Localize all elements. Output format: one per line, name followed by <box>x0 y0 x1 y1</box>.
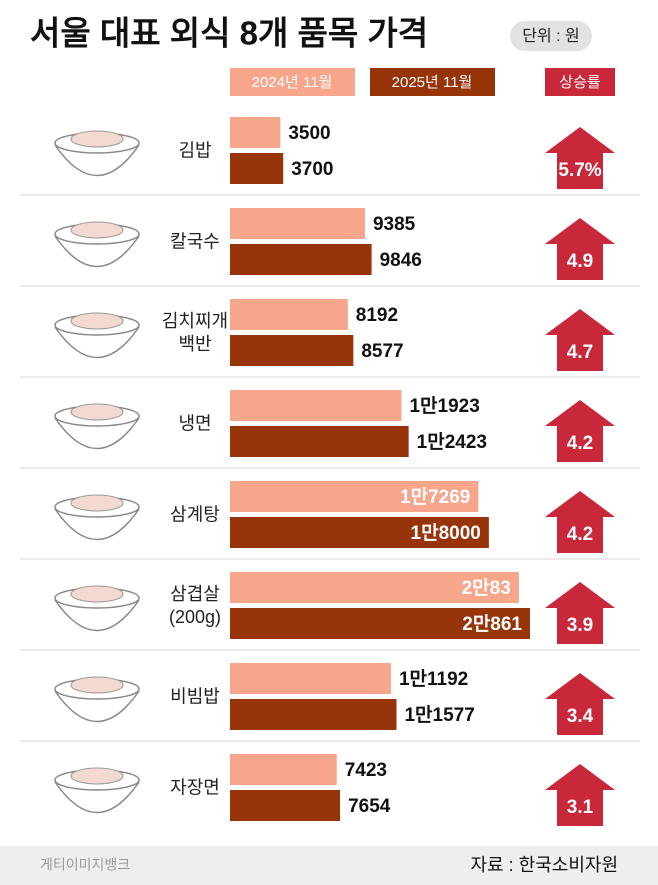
increase-arrow <box>545 764 615 826</box>
food-icon <box>54 599 140 632</box>
food-icon <box>54 417 140 450</box>
value-label: 2만83 <box>462 577 511 599</box>
category-label: 비빔밥 <box>170 686 220 707</box>
bar <box>230 117 281 148</box>
category-label: 삼겹살 (200g) <box>168 584 222 627</box>
category-label: 자장면 <box>170 777 220 798</box>
value-label: 1만1192 <box>399 668 468 690</box>
food-icon <box>70 312 124 330</box>
value-label: 3700 <box>291 159 333 180</box>
increase-arrow <box>545 309 615 371</box>
bar <box>230 754 337 785</box>
food-icon <box>54 508 140 541</box>
food-icon <box>70 494 124 512</box>
food-icon <box>54 781 140 814</box>
increase-label: 4.2 <box>567 433 593 454</box>
increase-arrow <box>545 127 615 189</box>
legend-label: 2024년 11월 <box>252 74 333 91</box>
increase-arrow <box>545 400 615 462</box>
category-label: 김치찌개 백반 <box>161 311 229 354</box>
bar <box>230 208 365 239</box>
value-label: 7654 <box>348 796 391 817</box>
food-icon <box>54 690 140 723</box>
category-label: 김밥 <box>178 140 212 161</box>
value-label: 8577 <box>361 341 403 362</box>
increase-header <box>545 68 615 96</box>
food-icon <box>70 676 124 694</box>
bar <box>230 790 341 821</box>
bar <box>230 390 402 421</box>
increase-label: 3.9 <box>567 615 593 636</box>
category-label: 삼계탕 <box>170 504 220 525</box>
value-label: 1만1577 <box>404 704 474 726</box>
value-label: 2만861 <box>462 613 522 635</box>
increase-label: 3.1 <box>567 797 594 818</box>
category-label: 냉면 <box>178 413 212 434</box>
increase-arrow <box>545 218 615 280</box>
bar <box>230 299 348 330</box>
value-label: 1만2423 <box>417 431 487 453</box>
increase-arrow <box>545 582 615 644</box>
value-label: 1만8000 <box>411 522 481 544</box>
bar <box>230 517 489 548</box>
increase-label: 3.4 <box>567 706 594 727</box>
value-label: 1만1923 <box>409 395 479 417</box>
increase-header-label: 상승률 <box>559 74 601 91</box>
category-label: 칼국수 <box>170 231 220 252</box>
bar <box>230 608 530 639</box>
chart-title: 서울 대표 외식 8개 품목 가격 <box>30 15 428 52</box>
credit: 게티이미지뱅크 <box>40 857 130 873</box>
value-label: 3500 <box>288 123 330 144</box>
value-label: 8192 <box>356 305 398 326</box>
food-icon <box>70 221 124 239</box>
legend-label: 2025년 11월 <box>392 74 473 91</box>
bar <box>230 153 284 184</box>
food-icon <box>70 403 124 421</box>
bar <box>230 663 391 694</box>
increase-label: 5.7% <box>558 160 601 181</box>
value-label: 9846 <box>380 250 422 271</box>
bar <box>230 699 397 730</box>
bar <box>230 244 372 275</box>
bar <box>230 426 409 457</box>
bar <box>230 335 354 366</box>
legend-swatch <box>370 68 495 96</box>
unit: 단위 : 원 <box>522 27 580 45</box>
legend-swatch <box>230 68 355 96</box>
footer-band <box>0 846 658 885</box>
increase-label: 4.9 <box>567 251 593 272</box>
source: 자료 : 한국소비자원 <box>471 855 618 875</box>
food-icon <box>54 326 140 359</box>
unit-pill <box>510 21 592 51</box>
food-icon <box>70 767 124 785</box>
value-label: 7423 <box>345 760 387 781</box>
value-label: 9385 <box>373 214 416 235</box>
increase-label: 4.2 <box>567 524 593 545</box>
food-icon <box>54 235 140 268</box>
bar <box>230 481 479 512</box>
food-icon <box>70 130 124 148</box>
food-icon <box>54 144 140 177</box>
increase-label: 4.7 <box>567 342 593 363</box>
food-icon <box>70 585 124 603</box>
increase-arrow <box>545 491 615 553</box>
bar <box>230 572 519 603</box>
value-label: 1만7269 <box>400 486 470 508</box>
increase-arrow <box>545 673 615 735</box>
